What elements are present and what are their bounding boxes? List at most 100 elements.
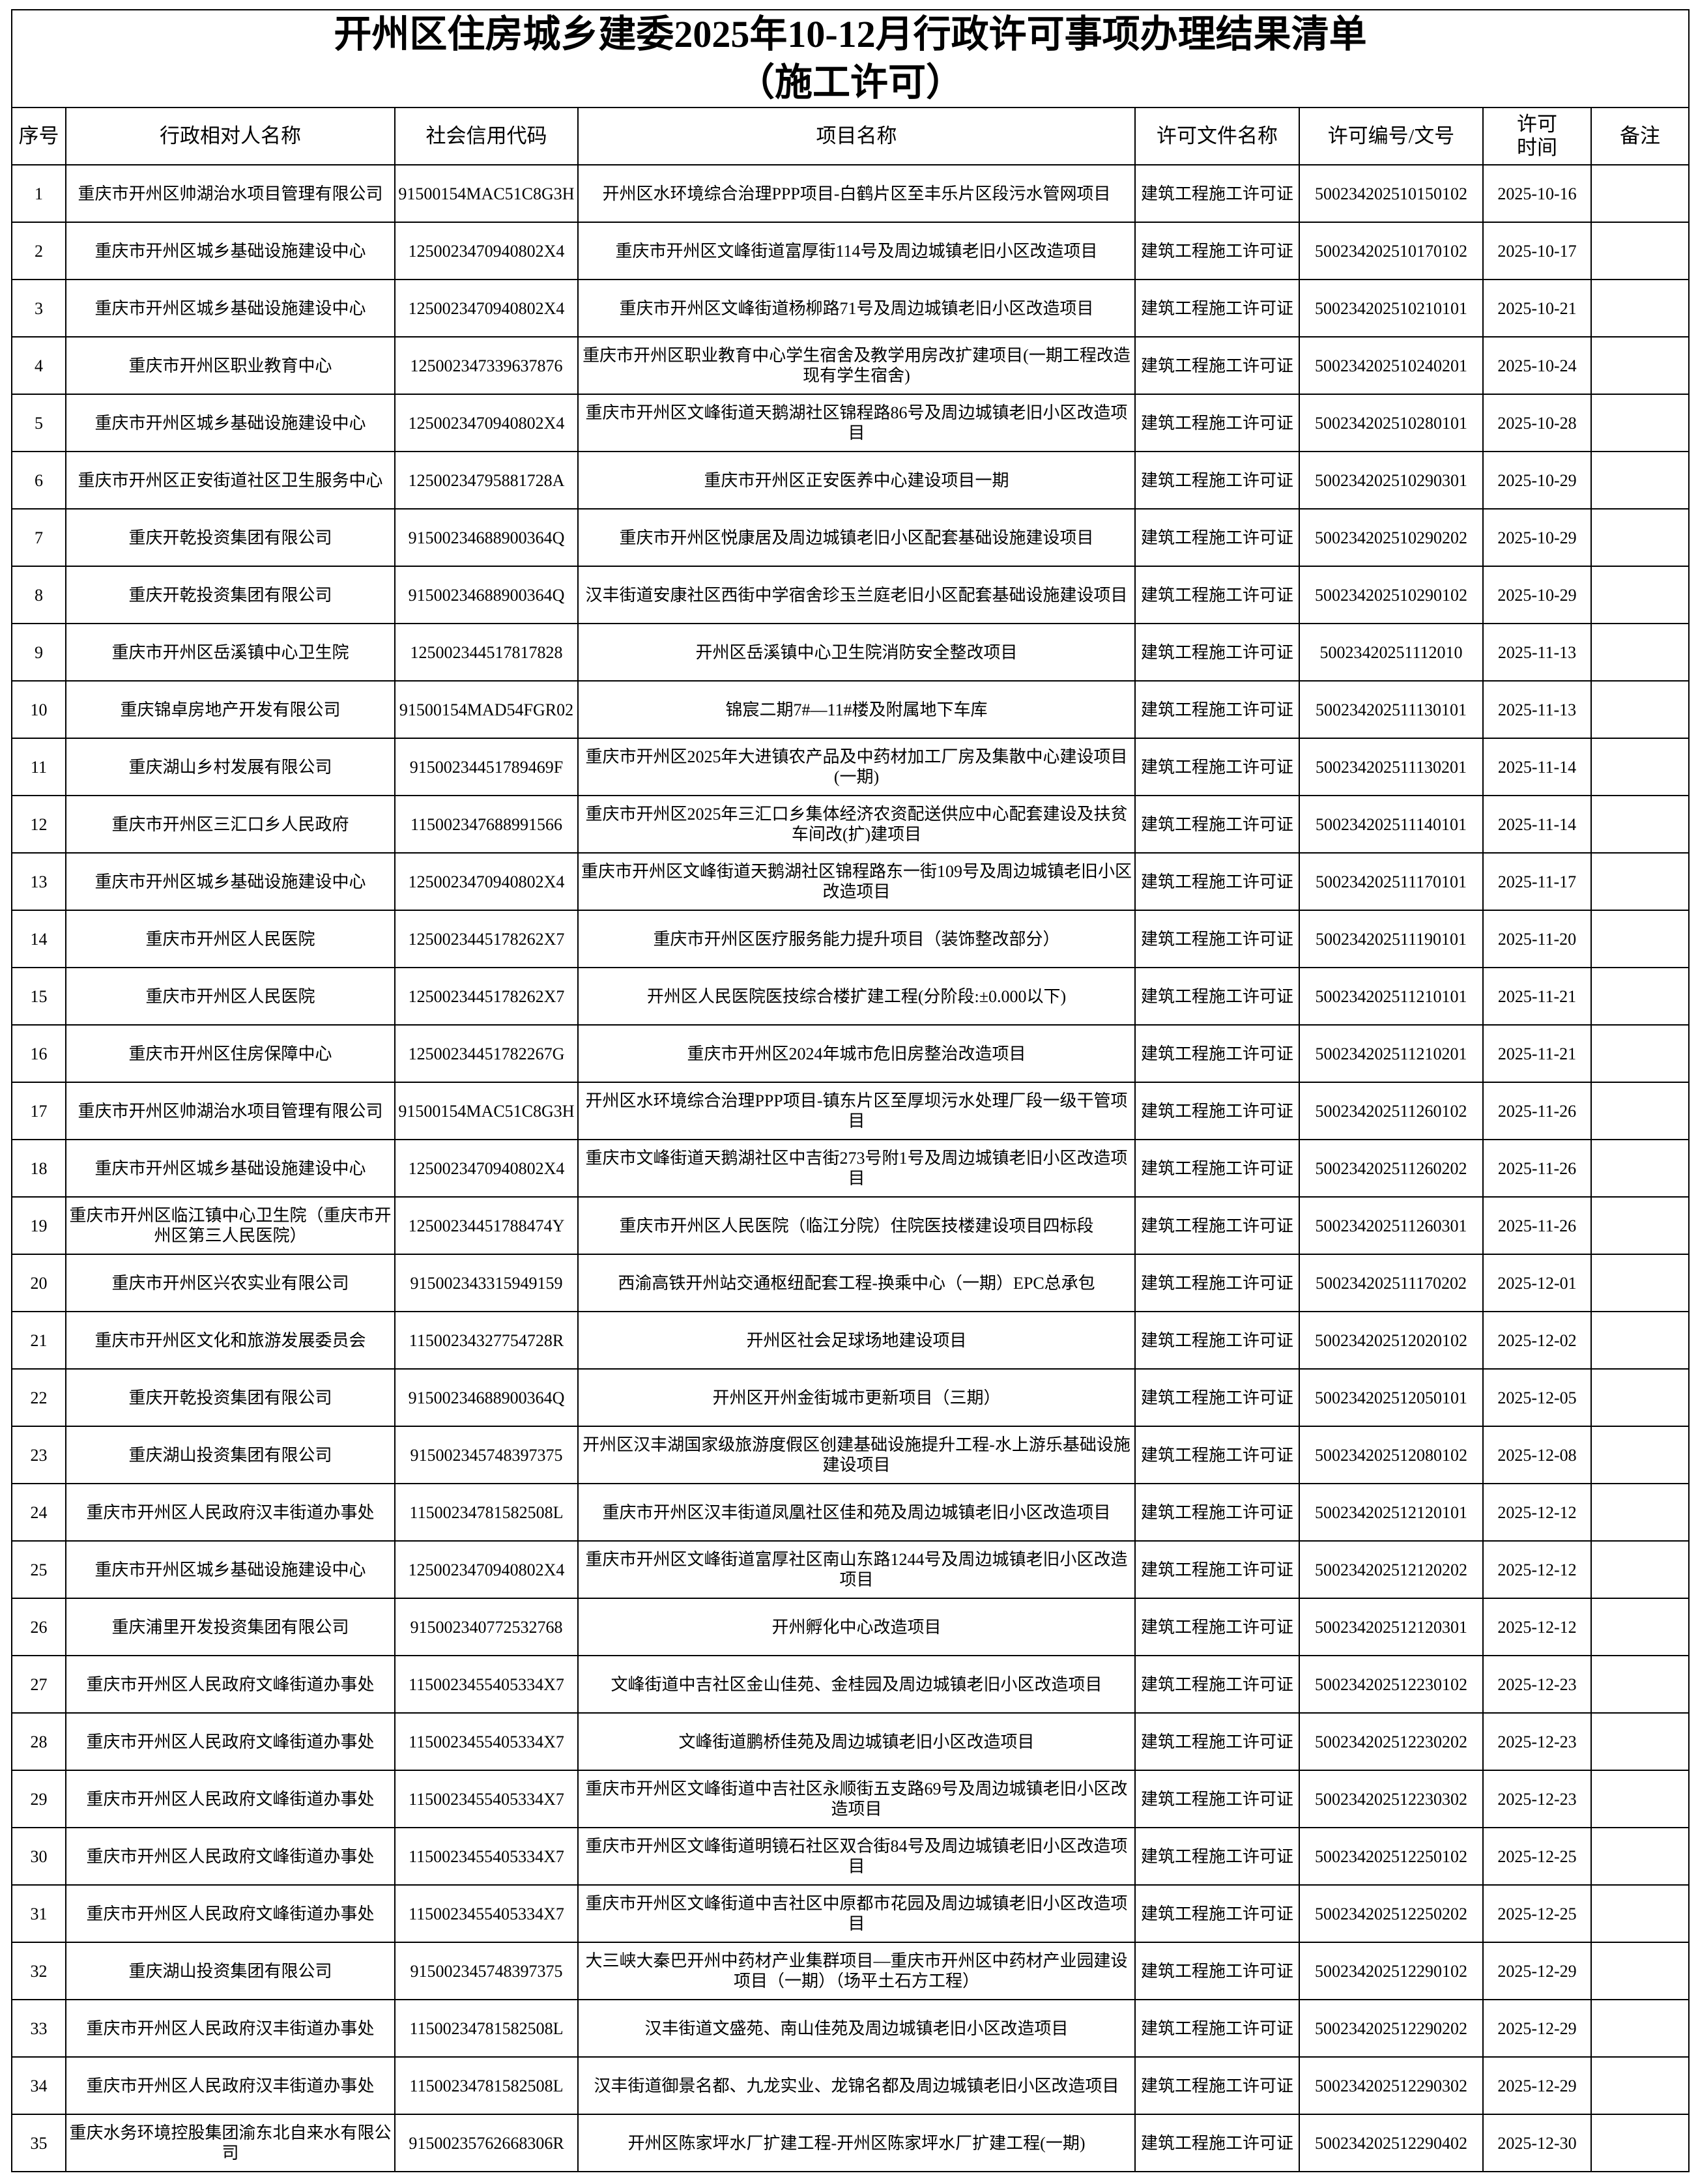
remark-cell <box>1590 508 1690 567</box>
row-number: 5 <box>11 394 66 452</box>
permit-number: 500234202512230102 <box>1299 1655 1484 1714</box>
permit-document: 建筑工程施工许可证 <box>1134 967 1300 1026</box>
permit-document: 建筑工程施工许可证 <box>1134 852 1300 911</box>
permit-date: 2025-12-12 <box>1482 1540 1592 1599</box>
remark-cell <box>1590 1254 1690 1312</box>
permit-number: 500234202512120301 <box>1299 1598 1484 1656</box>
table-row: 19 重庆市开州区临江镇中心卫生院（重庆市开州区第三人民医院） 1250023445… <box>11 1196 1690 1255</box>
permit-document: 建筑工程施工许可证 <box>1134 1254 1300 1312</box>
permit-date: 2025-10-28 <box>1482 394 1592 452</box>
row-number: 13 <box>11 852 66 911</box>
table-row: 5 重庆市开州区城乡基础设施建设中心 1250023470940802X4 重庆市开州… <box>11 394 1690 452</box>
applicant-name: 重庆湖山乡村发展有限公司 <box>65 738 396 796</box>
applicant-name: 重庆市开州区城乡基础设施建设中心 <box>65 1540 396 1599</box>
permit-document: 建筑工程施工许可证 <box>1134 1082 1300 1140</box>
permit-number: 500234202511210101 <box>1299 967 1484 1026</box>
permit-date: 2025-11-26 <box>1482 1196 1592 1255</box>
credit-code: 1250023470940802X4 <box>394 394 579 452</box>
row-number: 30 <box>11 1827 66 1886</box>
permit-number: 500234202510170102 <box>1299 222 1484 280</box>
project-name: 锦宸二期7#—11#楼及附属地下车库 <box>577 680 1136 739</box>
permit-number: 500234202511170101 <box>1299 852 1484 911</box>
project-name: 重庆市开州区医疗服务能力提升项目（装饰整改部分） <box>577 910 1136 968</box>
applicant-name: 重庆市开州区三汇口乡人民政府 <box>65 795 396 854</box>
applicant-name: 重庆市开州区人民医院 <box>65 967 396 1026</box>
applicant-name: 重庆市开州区人民政府汉丰街道办事处 <box>65 1483 396 1542</box>
remark-cell <box>1590 1770 1690 1828</box>
row-number: 26 <box>11 1598 66 1656</box>
column-header: 社会信用代码 <box>394 107 579 165</box>
permit-document: 建筑工程施工许可证 <box>1134 1712 1300 1771</box>
row-number: 2 <box>11 222 66 280</box>
permit-number: 500234202510240201 <box>1299 336 1484 395</box>
credit-code: 91500154MAD54FGR02 <box>394 680 579 739</box>
remark-cell <box>1590 1082 1690 1140</box>
credit-code: 1150023455405334X7 <box>394 1827 579 1886</box>
row-number: 19 <box>11 1196 66 1255</box>
credit-code: 91500154MAC51C8G3H <box>394 1082 579 1140</box>
applicant-name: 重庆市开州区人民政府文峰街道办事处 <box>65 1712 396 1771</box>
applicant-name: 重庆市开州区人民政府文峰街道办事处 <box>65 1884 396 1943</box>
credit-code: 1150023455405334X7 <box>394 1770 579 1828</box>
applicant-name: 重庆市开州区帅湖治水项目管理有限公司 <box>65 164 396 223</box>
row-number: 27 <box>11 1655 66 1714</box>
remark-cell <box>1590 1540 1690 1599</box>
applicant-name: 重庆市开州区人民政府文峰街道办事处 <box>65 1655 396 1714</box>
row-number: 7 <box>11 508 66 567</box>
applicant-name: 重庆市开州区职业教育中心 <box>65 336 396 395</box>
remark-cell <box>1590 623 1690 682</box>
credit-code: 11500234781582508L <box>394 1483 579 1542</box>
column-header: 许可编号/文号 <box>1299 107 1484 165</box>
credit-code: 915002345748397375 <box>394 1942 579 2000</box>
project-name: 开州区岳溪镇中心卫生院消防安全整改项目 <box>577 623 1136 682</box>
credit-code: 125002347339637876 <box>394 336 579 395</box>
remark-cell <box>1590 1827 1690 1886</box>
permit-document: 建筑工程施工许可证 <box>1134 1770 1300 1828</box>
credit-code: 11500234781582508L <box>394 2056 579 2115</box>
permit-number: 500234202512290302 <box>1299 2056 1484 2115</box>
permit-number: 500234202510150102 <box>1299 164 1484 223</box>
table-row: 8 重庆开乾投资集团有限公司 91500234688900364Q 汉丰街道安康社区西… <box>11 566 1690 624</box>
project-name: 重庆市开州区文峰街道富厚社区南山东路1244号及周边城镇老旧小区改造项目 <box>577 1540 1136 1599</box>
applicant-name: 重庆浦里开发投资集团有限公司 <box>65 1598 396 1656</box>
row-number: 32 <box>11 1942 66 2000</box>
permit-document: 建筑工程施工许可证 <box>1134 1999 1300 2058</box>
project-name: 开州区水环境综合治理PPP项目-白鹤片区至丰乐片区段污水管网项目 <box>577 164 1136 223</box>
column-header: 备注 <box>1590 107 1690 165</box>
remark-cell <box>1590 1311 1690 1370</box>
row-number: 3 <box>11 279 66 338</box>
permit-number: 500234202511210201 <box>1299 1024 1484 1083</box>
applicant-name: 重庆市开州区文化和旅游发展委员会 <box>65 1311 396 1370</box>
permit-document: 建筑工程施工许可证 <box>1134 1368 1300 1427</box>
project-name: 重庆市开州区正安医养中心建设项目一期 <box>577 451 1136 510</box>
table-row: 17 重庆市开州区帅湖治水项目管理有限公司 91500154MAC51C8G3H 开州… <box>11 1082 1690 1140</box>
table-body: 1 重庆市开州区帅湖治水项目管理有限公司 91500154MAC51C8G3H 开州区… <box>11 164 1690 2172</box>
row-number: 15 <box>11 967 66 1026</box>
permit-number: 500234202510290202 <box>1299 508 1484 567</box>
remark-cell <box>1590 566 1690 624</box>
permit-date: 2025-12-05 <box>1482 1368 1592 1427</box>
permit-date: 2025-10-29 <box>1482 566 1592 624</box>
permit-date: 2025-11-13 <box>1482 623 1592 682</box>
permit-number: 500234202511260301 <box>1299 1196 1484 1255</box>
row-number: 8 <box>11 566 66 624</box>
permit-document: 建筑工程施工许可证 <box>1134 910 1300 968</box>
credit-code: 1250023470940802X4 <box>394 222 579 280</box>
project-name: 开州区人民医院医技综合楼扩建工程(分阶段:±0.000以下) <box>577 967 1136 1026</box>
table-row: 32 重庆湖山投资集团有限公司 915002345748397375 大三峡大秦巴开州… <box>11 1942 1690 2000</box>
table-row: 16 重庆市开州区住房保障中心 12500234451782267G 重庆市开州区20… <box>11 1024 1690 1083</box>
permit-number: 500234202511260202 <box>1299 1139 1484 1198</box>
table-row: 23 重庆湖山投资集团有限公司 915002345748397375 开州区汉丰湖国家… <box>11 1426 1690 1484</box>
remark-cell <box>1590 222 1690 280</box>
credit-code: 91500234688900364Q <box>394 508 579 567</box>
table-row: 34 重庆市开州区人民政府汉丰街道办事处 11500234781582508L 汉丰街… <box>11 2056 1690 2115</box>
permit-date: 2025-11-13 <box>1482 680 1592 739</box>
permit-date: 2025-11-20 <box>1482 910 1592 968</box>
applicant-name: 重庆市开州区兴农实业有限公司 <box>65 1254 396 1312</box>
permit-date: 2025-12-23 <box>1482 1655 1592 1714</box>
credit-code: 1250023445178262X7 <box>394 910 579 968</box>
project-name: 大三峡大秦巴开州中药材产业集群项目—重庆市开州区中药材产业园建设项目（一期）（场… <box>577 1942 1136 2000</box>
remark-cell <box>1590 795 1690 854</box>
permit-date: 2025-12-23 <box>1482 1770 1592 1828</box>
header: 开州区住房城乡建委2025年10-12月行政许可事项办理结果清单 （施工许可） <box>11 9 1690 108</box>
